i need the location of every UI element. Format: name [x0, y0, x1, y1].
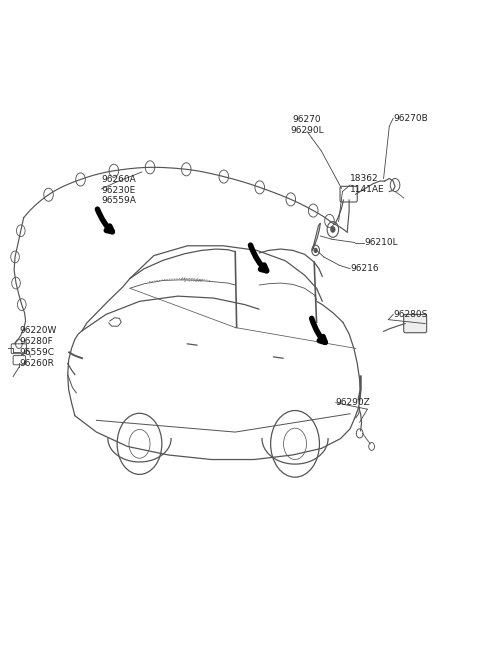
FancyBboxPatch shape	[13, 356, 25, 365]
Polygon shape	[312, 223, 321, 250]
FancyBboxPatch shape	[404, 314, 427, 333]
Text: 18362
1141AE: 18362 1141AE	[350, 174, 384, 194]
FancyBboxPatch shape	[340, 186, 357, 202]
Text: 96270B: 96270B	[393, 114, 428, 123]
Circle shape	[331, 227, 335, 232]
Text: 96260A
96230E
96559A: 96260A 96230E 96559A	[101, 175, 136, 206]
FancyBboxPatch shape	[11, 344, 26, 354]
Text: 96220W
96280F
96559C
96260R: 96220W 96280F 96559C 96260R	[20, 326, 57, 367]
Text: 96216: 96216	[350, 264, 379, 273]
Text: 96210L: 96210L	[364, 238, 398, 247]
Text: 96290Z: 96290Z	[336, 398, 371, 407]
Text: 96270
96290L: 96270 96290L	[290, 115, 324, 135]
Text: 96280S: 96280S	[393, 310, 428, 319]
Circle shape	[314, 248, 317, 252]
Text: Hyundai: Hyundai	[180, 277, 204, 284]
